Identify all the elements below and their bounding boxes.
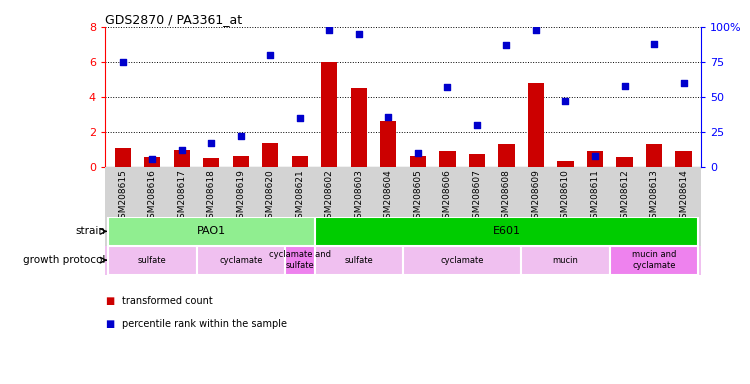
Text: GSM208617: GSM208617 [177, 170, 186, 224]
Bar [314, 246, 404, 275]
Bar [285, 246, 314, 275]
Text: ■: ■ [105, 319, 114, 329]
Bar [292, 156, 308, 167]
Point [323, 26, 335, 33]
Text: cyclamate: cyclamate [440, 256, 484, 265]
Text: GSM208619: GSM208619 [236, 170, 245, 224]
Text: GSM208616: GSM208616 [148, 170, 157, 224]
Bar [498, 144, 514, 167]
Point [176, 147, 188, 153]
Text: strain: strain [76, 226, 106, 237]
Text: mucin and
cyclamate: mucin and cyclamate [632, 250, 676, 270]
Point [530, 26, 542, 33]
Bar [440, 151, 455, 167]
Text: PAO1: PAO1 [196, 226, 226, 237]
Text: GSM208609: GSM208609 [532, 170, 541, 224]
Text: GSM208615: GSM208615 [118, 170, 128, 224]
Point [117, 59, 129, 65]
Bar [174, 149, 190, 167]
Point [352, 31, 364, 37]
Text: GSM208602: GSM208602 [325, 170, 334, 224]
Bar [115, 148, 130, 167]
Point [382, 114, 394, 120]
Point [589, 153, 601, 159]
Text: percentile rank within the sample: percentile rank within the sample [122, 319, 286, 329]
Bar [610, 246, 698, 275]
Text: cyclamate and
sulfate: cyclamate and sulfate [268, 250, 331, 270]
Point [677, 80, 689, 86]
Text: GSM208620: GSM208620 [266, 170, 274, 224]
Text: GSM208604: GSM208604 [384, 170, 393, 224]
Text: cyclamate: cyclamate [219, 256, 262, 265]
Text: transformed count: transformed count [122, 296, 212, 306]
Bar [469, 154, 485, 167]
Point [648, 41, 660, 47]
Text: GSM208608: GSM208608 [502, 170, 511, 224]
Bar [203, 158, 220, 167]
Bar [676, 151, 692, 167]
Text: GSM208610: GSM208610 [561, 170, 570, 224]
Bar [262, 142, 278, 167]
Point [412, 150, 424, 156]
Bar [314, 217, 698, 246]
Bar [321, 62, 338, 167]
Text: sulfate: sulfate [138, 256, 166, 265]
Point [560, 98, 572, 104]
Text: GSM208618: GSM208618 [207, 170, 216, 224]
Text: growth protocol: growth protocol [23, 255, 106, 265]
Bar [410, 156, 426, 167]
Point [500, 42, 512, 48]
Point [471, 122, 483, 128]
Text: ■: ■ [105, 296, 114, 306]
Bar [646, 144, 662, 167]
Text: GSM208607: GSM208607 [472, 170, 482, 224]
Bar [196, 246, 285, 275]
Text: GSM208612: GSM208612 [620, 170, 629, 224]
Bar [586, 151, 603, 167]
Text: GSM208614: GSM208614 [679, 170, 688, 224]
Text: GSM208611: GSM208611 [590, 170, 599, 224]
Point [264, 52, 276, 58]
Bar [521, 246, 610, 275]
Bar [404, 246, 521, 275]
Text: GSM208605: GSM208605 [413, 170, 422, 224]
Text: sulfate: sulfate [344, 256, 374, 265]
Text: GSM208621: GSM208621 [296, 170, 304, 224]
Point [146, 156, 158, 162]
Bar [108, 217, 314, 246]
Text: mucin: mucin [553, 256, 578, 265]
Point [294, 115, 306, 121]
Bar [557, 161, 574, 167]
Bar [144, 157, 160, 167]
Bar [108, 246, 196, 275]
Bar [528, 83, 544, 167]
Text: GSM208606: GSM208606 [443, 170, 452, 224]
Point [235, 133, 247, 139]
Point [619, 83, 631, 89]
Bar [616, 157, 632, 167]
Text: E601: E601 [493, 226, 520, 237]
Bar [232, 156, 249, 167]
Text: GSM208603: GSM208603 [354, 170, 363, 224]
Text: GDS2870 / PA3361_at: GDS2870 / PA3361_at [105, 13, 242, 26]
Point [442, 84, 454, 90]
Point [206, 140, 218, 146]
Bar [380, 121, 397, 167]
Bar [351, 88, 367, 167]
Text: GSM208613: GSM208613 [650, 170, 658, 224]
